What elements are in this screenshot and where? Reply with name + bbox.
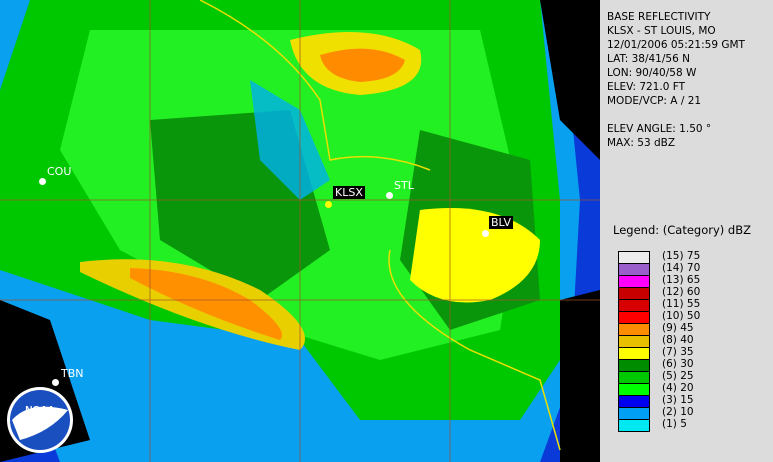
mode-vcp: MODE/VCP: A / 21 bbox=[607, 95, 702, 107]
legend-label: (1) 5 bbox=[662, 418, 687, 430]
radar-map[interactable]: NOAA COU KLSX STL BLV TBN bbox=[0, 0, 600, 462]
legend-label: (9) 45 bbox=[662, 322, 694, 334]
latitude: LAT: 38/41/56 N bbox=[607, 53, 690, 65]
legend-label: (13) 65 bbox=[662, 274, 701, 286]
timestamp: 12/01/2006 05:21:59 GMT bbox=[607, 39, 745, 51]
legend-label: (14) 70 bbox=[662, 262, 701, 274]
legend-label: (2) 10 bbox=[662, 406, 694, 418]
echo-orange-north bbox=[320, 48, 405, 82]
city-label-klsx: KLSX bbox=[333, 186, 365, 199]
noaa-logo: NOAA bbox=[7, 387, 73, 453]
legend-label: (3) 15 bbox=[662, 394, 694, 406]
city-label-blv: BLV bbox=[489, 216, 513, 229]
county-lines bbox=[0, 0, 600, 462]
radar-site-marker bbox=[325, 201, 332, 208]
city-label-cou: COU bbox=[47, 165, 72, 178]
legend-label: (12) 60 bbox=[662, 286, 701, 298]
product-name: BASE REFLECTIVITY bbox=[607, 11, 711, 23]
city-label-tbn: TBN bbox=[61, 367, 84, 380]
elevation: ELEV: 721.0 FT bbox=[607, 81, 685, 93]
station-name: KLSX - ST LOUIS, MO bbox=[607, 25, 716, 37]
svg-text:NOAA: NOAA bbox=[25, 405, 54, 416]
city-marker bbox=[386, 192, 393, 199]
state-border bbox=[199, 0, 561, 451]
city-marker bbox=[482, 230, 489, 237]
legend-label: (11) 55 bbox=[662, 298, 701, 310]
city-marker bbox=[39, 178, 46, 185]
echo-orange-band bbox=[130, 268, 282, 340]
max-reflectivity: MAX: 53 dBZ bbox=[607, 137, 676, 149]
longitude: LON: 90/40/58 W bbox=[607, 67, 697, 79]
legend-label: (7) 35 bbox=[662, 346, 694, 358]
legend-label: (6) 30 bbox=[662, 358, 694, 370]
legend-label: (10) 50 bbox=[662, 310, 701, 322]
legend-title: Legend: (Category) dBZ bbox=[613, 223, 751, 237]
legend-label: (15) 75 bbox=[662, 250, 701, 262]
legend-swatch bbox=[618, 419, 650, 432]
legend-label: (5) 25 bbox=[662, 370, 694, 382]
echo-cyan-river bbox=[250, 80, 330, 200]
legend-label: (4) 20 bbox=[662, 382, 694, 394]
reflectivity-image: NOAA bbox=[0, 0, 600, 462]
echo-yellow-east bbox=[410, 208, 540, 303]
city-marker bbox=[52, 379, 59, 386]
elevation-angle: ELEV ANGLE: 1.50 ° bbox=[607, 123, 712, 135]
city-label-stl: STL bbox=[394, 179, 414, 192]
legend-label: (8) 40 bbox=[662, 334, 694, 346]
